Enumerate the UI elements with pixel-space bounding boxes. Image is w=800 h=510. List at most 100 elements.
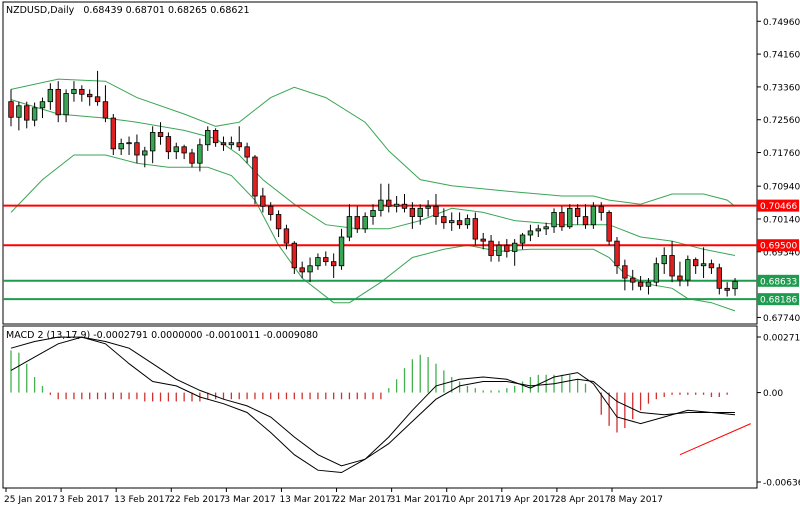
level-tag-1 — [757, 239, 799, 252]
candle — [409, 202, 416, 229]
candle — [417, 204, 423, 225]
candle — [496, 241, 502, 262]
candle — [102, 85, 109, 123]
candles — [8, 70, 738, 297]
macd-main-line — [10, 336, 736, 474]
candle-body — [315, 257, 321, 267]
candle-body — [425, 205, 431, 209]
candle — [433, 193, 439, 225]
candle — [551, 208, 557, 233]
candle-body — [464, 218, 471, 226]
candle — [425, 200, 431, 217]
candle — [614, 237, 620, 274]
candle-body — [142, 150, 148, 156]
macd-header: MACD 2 (13,17,9) -0.0002791 0.0000000 -0… — [6, 330, 318, 341]
candle-body — [606, 212, 612, 242]
level-label-3: 0.68186 — [760, 296, 797, 306]
time-label-7: 31 Mar 2017 — [390, 495, 447, 505]
candle — [386, 183, 392, 213]
candle — [567, 204, 573, 229]
macd-lines — [10, 336, 751, 474]
candle-body — [71, 88, 77, 94]
candle-body — [110, 117, 117, 150]
candle — [181, 144, 187, 160]
candle — [126, 136, 132, 156]
candle — [165, 132, 172, 160]
candle — [535, 224, 541, 238]
price-tick-label-2: 0.73360 — [763, 83, 800, 93]
candle-body — [637, 281, 644, 287]
candle — [197, 138, 203, 172]
candle-body — [126, 142, 132, 145]
time-label-4: 3 Mar 2017 — [224, 495, 275, 505]
candle — [118, 138, 124, 156]
level-tag-0 — [757, 199, 799, 212]
time-label-11: 8 May 2017 — [610, 495, 663, 505]
macd-axis: 0.002711 0.00 -0.006363 — [757, 334, 800, 489]
candle — [79, 85, 85, 102]
candle-body — [417, 207, 423, 217]
candle-body — [724, 287, 730, 291]
candle-body — [480, 238, 486, 242]
candle — [393, 196, 400, 213]
candle-body — [346, 216, 353, 238]
candle — [260, 187, 266, 213]
candle-body — [653, 263, 660, 283]
candle — [252, 155, 258, 205]
candle-body — [87, 93, 93, 98]
candle — [354, 206, 360, 233]
candle — [504, 239, 510, 258]
candle-body — [47, 88, 54, 103]
candle — [441, 208, 447, 229]
candle — [519, 232, 526, 250]
candle-body — [449, 220, 455, 224]
candle — [71, 81, 77, 102]
candle — [291, 241, 298, 274]
level-labels: 0.70466 0.69500 0.68633 0.68186 — [757, 199, 799, 306]
candle — [173, 142, 179, 160]
candle — [449, 212, 455, 231]
candle — [220, 136, 227, 151]
candle-body — [63, 93, 69, 116]
candle-body — [456, 220, 463, 226]
time-label-10: 28 Apr 2017 — [555, 495, 611, 505]
bollinger-lower — [10, 154, 736, 312]
candle-body — [197, 144, 203, 164]
candle — [244, 142, 250, 164]
candle-body — [567, 207, 573, 228]
candle-body — [511, 242, 518, 252]
macd-signal-line — [10, 336, 735, 467]
candle-body — [409, 207, 416, 217]
candle-body — [433, 205, 439, 217]
candle — [205, 126, 211, 151]
candle-body — [598, 205, 604, 213]
candle-body — [205, 129, 211, 146]
candle — [299, 261, 305, 279]
candle-body — [441, 216, 447, 224]
candle — [559, 206, 565, 231]
candle — [488, 234, 494, 262]
candle-body — [692, 259, 699, 267]
level-label-0: 0.70466 — [760, 202, 797, 212]
candle — [307, 257, 313, 283]
candle — [370, 204, 376, 225]
time-axis: 25 Jan 2017 3 Feb 2017 13 Feb 2017 22 Feb 2… — [4, 488, 663, 505]
candle — [716, 263, 722, 295]
candle — [606, 210, 612, 246]
candle-body — [24, 105, 30, 121]
candle — [157, 122, 164, 145]
candle — [582, 204, 589, 229]
candle-body — [700, 263, 707, 267]
candle — [24, 101, 30, 129]
candle-body — [252, 156, 258, 197]
candle — [346, 204, 353, 242]
candle-body — [362, 216, 368, 230]
candle-body — [307, 265, 313, 273]
candle — [142, 146, 148, 168]
candle — [189, 148, 195, 168]
candle-body — [244, 146, 250, 158]
candle-body — [716, 267, 722, 289]
candle-body — [228, 142, 235, 146]
candle — [212, 128, 219, 147]
